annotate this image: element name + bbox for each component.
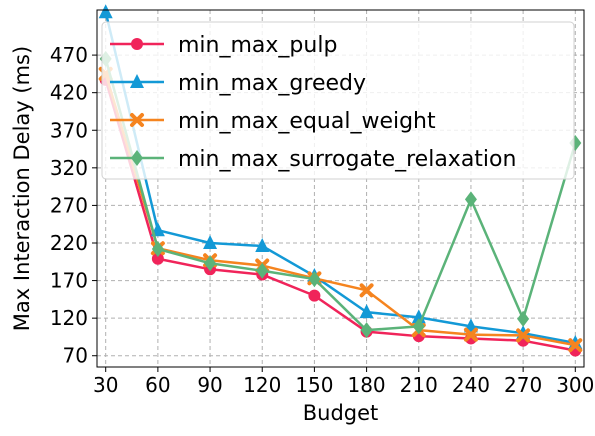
y-tick-label: 320 <box>50 156 88 180</box>
x-tick-label: 30 <box>93 373 118 397</box>
y-axis-label: Max Interaction Delay (ms) <box>10 46 34 331</box>
x-tick-label: 180 <box>347 373 385 397</box>
plot-frame <box>96 9 585 368</box>
x-tick-label: 210 <box>400 373 438 397</box>
x-tick-label: 60 <box>145 373 170 397</box>
data-point <box>308 271 321 288</box>
data-point <box>359 283 374 298</box>
legend-label: min_max_greedy <box>178 71 366 96</box>
series-line <box>104 58 577 332</box>
data-point <box>204 255 217 272</box>
x-tick-label: 90 <box>197 373 222 397</box>
legend-marker <box>131 38 143 50</box>
data-point <box>151 241 164 258</box>
y-tick-label: 120 <box>50 306 88 330</box>
data-point <box>256 262 269 279</box>
legend-item: min_max_equal_weight <box>110 109 436 134</box>
legend-item: min_max_greedy <box>110 71 366 96</box>
legend-item: min_max_surrogate_relaxation <box>110 147 516 172</box>
data-point <box>517 310 530 327</box>
legend-label: min_max_surrogate_relaxation <box>178 147 516 172</box>
legend-marker <box>130 74 144 88</box>
x-axis-label: Budget <box>303 401 379 425</box>
x-axis: 30 60 90 120 150 180 210 240 270 300 <box>93 367 594 397</box>
data-point <box>463 327 478 342</box>
legend-marker <box>130 113 144 127</box>
data-point <box>568 338 583 353</box>
series-line <box>104 11 576 345</box>
x-tick-label: 150 <box>295 373 333 397</box>
legend-box <box>101 21 575 180</box>
y-axis: 70 120 170 220 270 320 370 420 470 <box>50 43 97 368</box>
data-point <box>308 289 321 302</box>
legend: min_max_pulp min_max_greedy min_max_equal_… <box>101 21 575 180</box>
y-tick-label: 370 <box>50 118 88 142</box>
x-tick-label: 240 <box>452 373 490 397</box>
y-tick-label: 70 <box>63 344 88 368</box>
legend-label: min_max_pulp <box>178 33 337 58</box>
series-line <box>104 73 576 347</box>
data-point <box>516 328 531 343</box>
data-point <box>151 252 164 265</box>
x-tick-label: 270 <box>504 373 542 397</box>
data-point <box>255 237 270 252</box>
data-point <box>203 234 218 249</box>
x-tick-label: 300 <box>556 373 594 397</box>
series-line <box>104 79 576 352</box>
legend-marker <box>131 150 143 166</box>
y-tick-label: 170 <box>50 269 88 293</box>
data-point <box>360 322 373 339</box>
legend-item: min_max_pulp <box>110 33 337 58</box>
y-tick-label: 270 <box>50 193 88 217</box>
data-point <box>359 304 374 319</box>
y-tick-label: 420 <box>50 81 88 105</box>
y-tick-label: 220 <box>50 231 88 255</box>
x-tick-label: 120 <box>243 373 281 397</box>
data-point <box>412 318 425 335</box>
data-point <box>98 4 113 19</box>
data-point <box>464 191 477 208</box>
y-tick-label: 470 <box>50 43 88 67</box>
legend-label: min_max_equal_weight <box>178 109 436 134</box>
